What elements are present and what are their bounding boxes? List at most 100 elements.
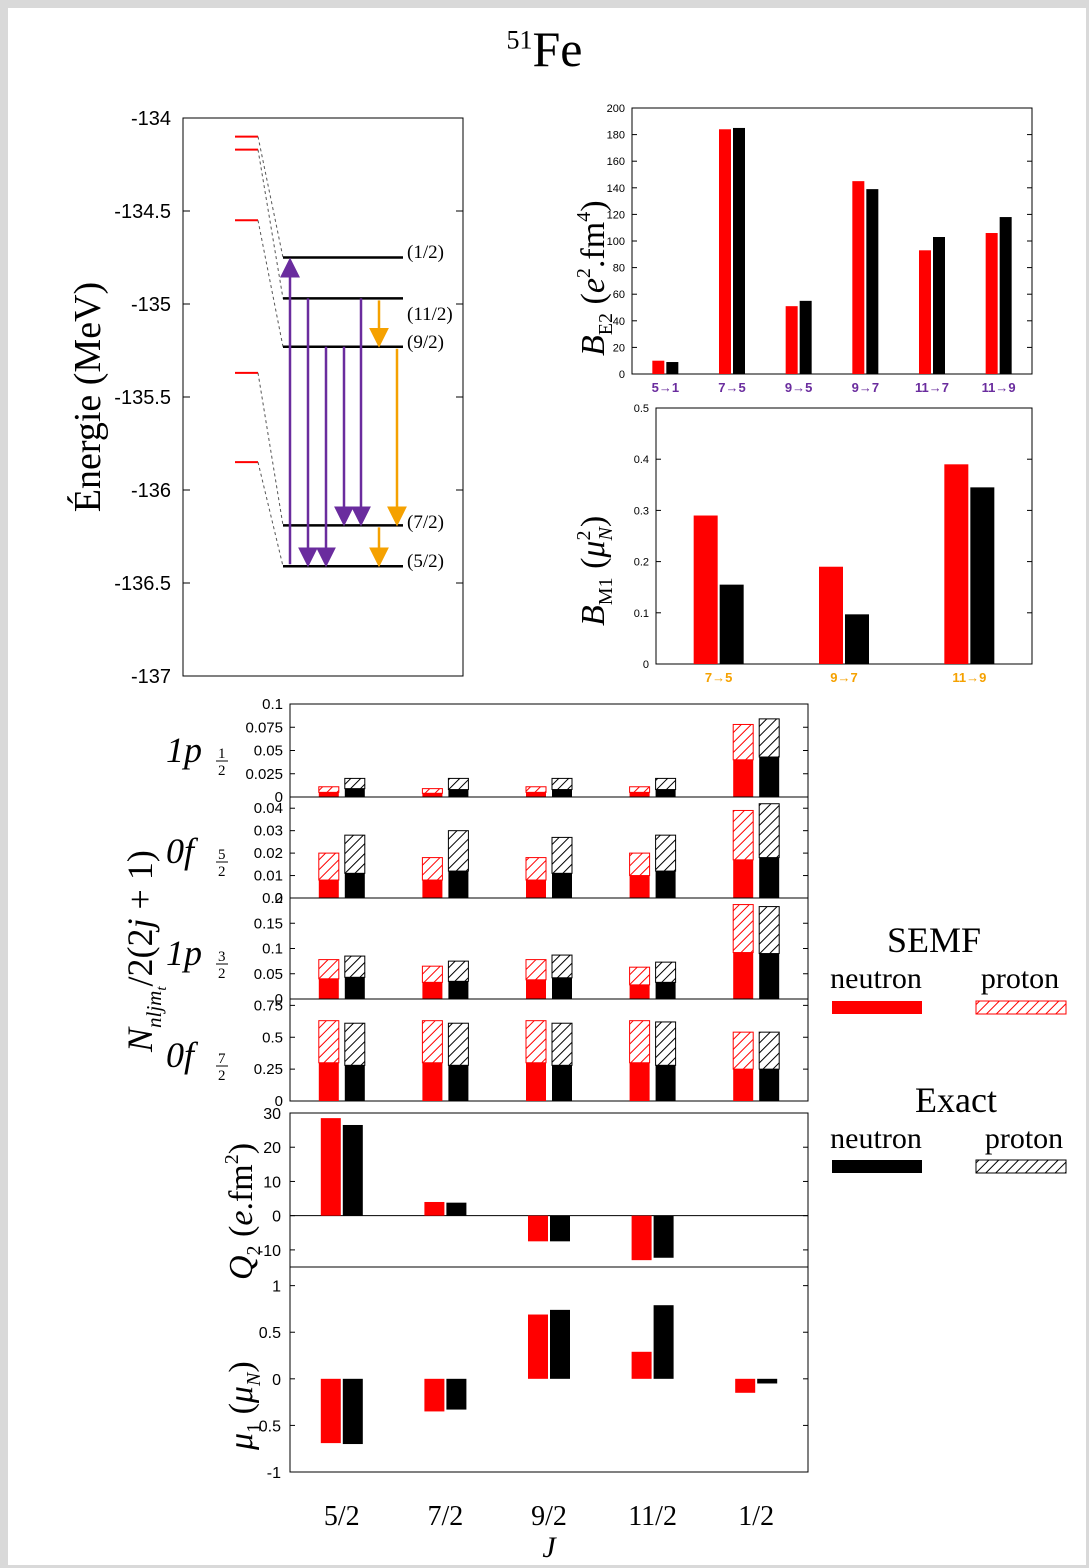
bar-exact-proton — [758, 906, 780, 955]
y-tick-label: 0.3 — [634, 505, 649, 517]
bar-exact-neutron — [655, 982, 676, 999]
y-tick-label: 0.025 — [245, 766, 283, 783]
y-tick-label: 0.2 — [634, 557, 649, 569]
legend-label-neutron: neutron — [830, 962, 922, 995]
bar-exact-proton — [447, 960, 469, 982]
bar-semf-neutron — [318, 978, 339, 999]
y-tick-label: -136 — [131, 480, 171, 502]
bar-semf-proton — [525, 857, 547, 881]
be2-y-label: BE2 (e2.fm4) — [573, 200, 617, 356]
level-scheme-panel: -134 -134.5 -135 -135.5 -136 -136.5 -137 Énergi… — [67, 108, 464, 688]
bar-semf-neutron — [526, 792, 546, 797]
bar-exact — [866, 189, 879, 374]
chart-frame — [289, 1112, 809, 1268]
y-tick-label: 0.5 — [262, 1029, 283, 1046]
occupancy-y-label: Nnljmt/2(2j + 1) — [120, 850, 170, 1053]
bar-exact-proton — [551, 1022, 573, 1066]
y-tick-label: 0.075 — [245, 719, 283, 736]
y-tick-label: 200 — [607, 103, 625, 115]
legend-swatch-exact-proton — [975, 1159, 1067, 1174]
bm1-chart: 0 0.1 0.2 0.3 0.4 0.5 7→5 9→7 11→9 BM1 (μ2N) — [573, 403, 1033, 685]
figure-frame — [8, 8, 1086, 1565]
y-tick-label: 0 — [275, 789, 283, 806]
bar-semf-proton — [629, 966, 651, 986]
orbital-label: 0f — [166, 831, 199, 871]
x-category-label: 1/2 — [738, 1501, 774, 1532]
bar-semf — [919, 250, 931, 374]
y-tick-label: 0 — [275, 991, 283, 1008]
y-tick-label: 0.25 — [254, 1061, 283, 1078]
x-category-label: 9→7 — [852, 380, 879, 395]
bar-exact-proton — [551, 777, 573, 791]
bar-exact-proton — [758, 803, 780, 859]
mu1-y-label-part: 1 — [243, 1423, 265, 1433]
x-category-label: 7→5 — [705, 670, 732, 685]
bar-exact-neutron — [344, 977, 365, 999]
y-tick-label: 0 — [643, 659, 649, 671]
y-tick-label: 0.75 — [254, 997, 283, 1014]
bar-exact-neutron — [655, 1065, 676, 1101]
bm1-y-label-part: 2 — [573, 531, 595, 541]
occupancy-y-label-part: + 1) — [120, 850, 160, 918]
connector-line — [257, 149, 284, 299]
bar-exact-neutron — [759, 857, 780, 898]
chart-frame — [631, 107, 1033, 375]
bar-semf-proton — [421, 857, 443, 881]
x-category-label: 11→9 — [952, 670, 986, 685]
bar-exact-proton — [758, 1031, 780, 1070]
q2-y-label-part: e — [223, 1211, 260, 1226]
bar-exact-proton — [447, 777, 469, 791]
mu1-y-label: μ1 (μN) — [223, 1361, 265, 1451]
legend-label-proton: proton — [981, 962, 1059, 995]
x-axis-label: J — [542, 1531, 557, 1564]
bar-semf-neutron — [422, 1062, 443, 1101]
bar-exact-neutron — [344, 1065, 365, 1101]
bar-semf-neutron — [318, 880, 339, 898]
bar-semf-neutron — [526, 1062, 546, 1101]
mu1-y-label-part: μ — [223, 1386, 260, 1404]
bar-semf-proton — [525, 786, 547, 793]
y-tick-label: -135 — [131, 294, 171, 316]
legend-label-proton: proton — [985, 1122, 1063, 1155]
bar-semf — [819, 566, 843, 664]
bar-semf — [652, 360, 665, 374]
be2-y-label-part: 4 — [573, 212, 595, 222]
bm1-y-label-part: B — [575, 605, 612, 626]
legend-title-semf: SEMF — [887, 920, 981, 960]
bar-exact — [970, 487, 995, 664]
bar-exact — [999, 217, 1012, 374]
q2-y-label-part: 2 — [243, 1245, 265, 1255]
bar-exact — [799, 300, 812, 374]
orbital-j-denominator: 2 — [218, 763, 226, 779]
bar-exact-neutron — [655, 871, 676, 898]
be2-y-label-part: ) — [575, 200, 612, 211]
legend-swatch-semf-proton — [975, 1000, 1067, 1015]
bar-exact-proton — [655, 777, 677, 791]
bar-exact-neutron — [759, 1069, 780, 1101]
level-frame — [182, 117, 464, 677]
y-tick-label: 0.2 — [262, 890, 283, 907]
level-label: (5/2) — [407, 551, 444, 572]
bar-semf — [944, 464, 969, 664]
bar-exact-proton — [447, 1022, 469, 1066]
y-tick-label: 180 — [607, 130, 625, 142]
y-tick-label: 0 — [272, 1372, 281, 1389]
bar-exact-proton — [551, 836, 573, 874]
x-category-label: 11→9 — [982, 380, 1016, 395]
bar-semf-neutron — [318, 792, 339, 797]
bar-semf-neutron — [733, 952, 754, 999]
bar-semf — [424, 1201, 445, 1216]
y-tick-label: 0.05 — [254, 966, 283, 983]
y-tick-label: 140 — [607, 183, 625, 195]
occupancy-panel-frame — [289, 703, 809, 798]
bar-exact-neutron — [552, 873, 572, 898]
y-tick-label: -1 — [267, 1465, 281, 1482]
bar-semf-proton — [318, 852, 340, 881]
y-tick-label: 100 — [607, 236, 625, 248]
bar-exact — [757, 1378, 778, 1384]
bar-semf-neutron — [733, 1069, 754, 1101]
legend-swatch-exact-neutron — [832, 1160, 922, 1173]
bar-semf-proton — [732, 1031, 754, 1070]
